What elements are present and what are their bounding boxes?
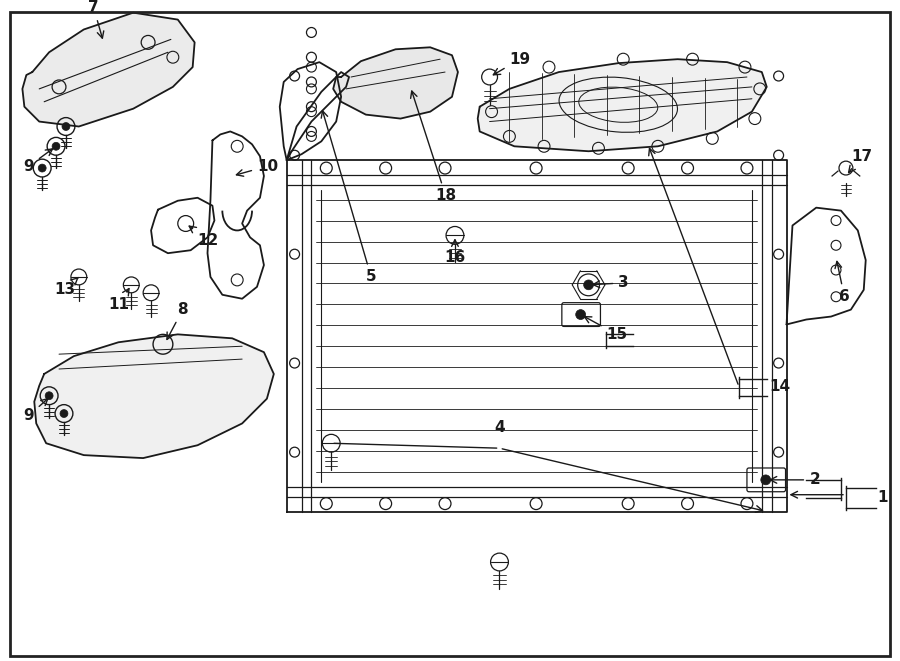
Circle shape	[584, 280, 593, 290]
Polygon shape	[22, 13, 194, 126]
Text: 7: 7	[88, 0, 104, 38]
Text: 3: 3	[593, 276, 629, 290]
Circle shape	[52, 142, 60, 150]
Text: 13: 13	[54, 278, 78, 297]
Text: 1: 1	[878, 490, 888, 505]
Circle shape	[38, 164, 46, 172]
Text: 16: 16	[445, 240, 465, 264]
Text: 8: 8	[167, 302, 188, 340]
Text: 2: 2	[809, 473, 820, 487]
Text: 18: 18	[410, 91, 456, 204]
Text: 19: 19	[493, 52, 530, 75]
Polygon shape	[34, 334, 274, 458]
Text: 10: 10	[237, 159, 278, 176]
Circle shape	[45, 392, 53, 400]
Circle shape	[62, 122, 70, 130]
Text: 5: 5	[321, 111, 376, 284]
Text: 11: 11	[109, 289, 130, 312]
Circle shape	[760, 475, 770, 485]
Text: 9: 9	[23, 149, 52, 174]
Text: 4: 4	[494, 420, 505, 436]
Text: 9: 9	[23, 399, 48, 423]
Circle shape	[60, 410, 68, 418]
Text: 15: 15	[584, 317, 627, 342]
Polygon shape	[333, 48, 458, 118]
Polygon shape	[478, 59, 767, 151]
Text: 14: 14	[770, 379, 791, 395]
Circle shape	[576, 309, 586, 319]
Text: 17: 17	[849, 149, 872, 173]
Text: 12: 12	[189, 226, 219, 248]
Text: 6: 6	[835, 261, 850, 304]
